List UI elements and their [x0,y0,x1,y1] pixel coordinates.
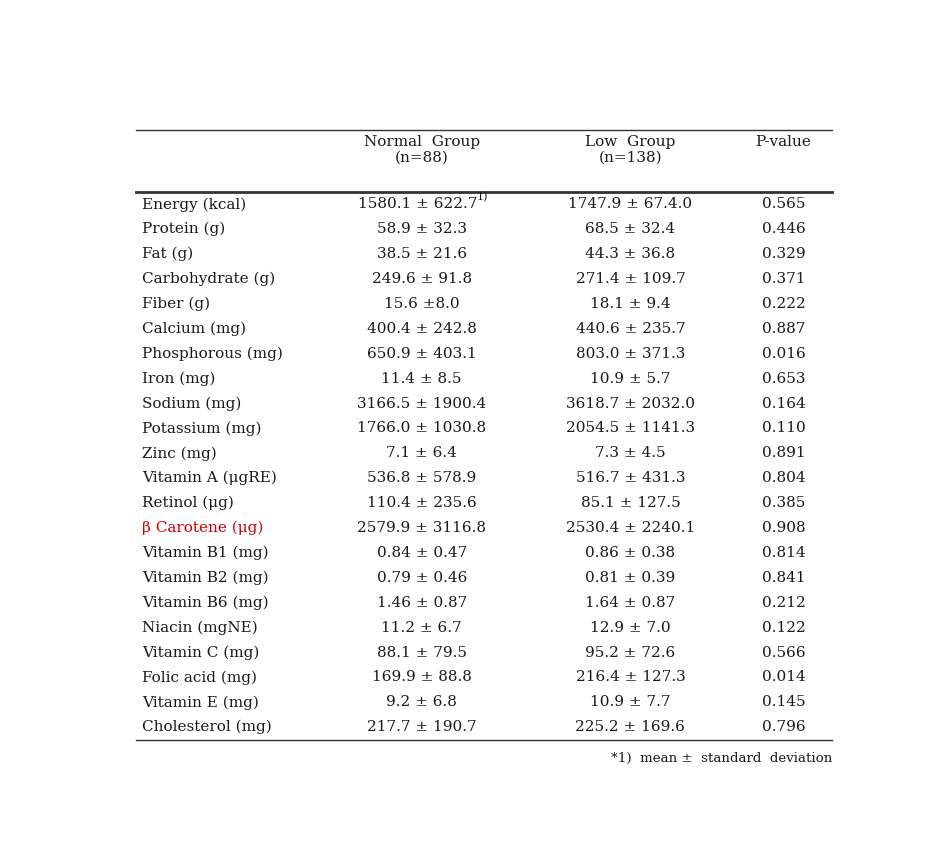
Text: 2054.5 ± 1141.3: 2054.5 ± 1141.3 [565,421,694,436]
Text: Vitamin C (mg): Vitamin C (mg) [143,645,260,660]
Text: 0.79 ± 0.46: 0.79 ± 0.46 [376,571,466,585]
Text: 2530.4 ± 2240.1: 2530.4 ± 2240.1 [565,521,694,535]
Text: 1766.0 ± 1030.8: 1766.0 ± 1030.8 [357,421,486,436]
Text: 1.46 ± 0.87: 1.46 ± 0.87 [376,596,466,610]
Text: Low  Group
(n=138): Low Group (n=138) [584,135,675,165]
Text: 7.1 ± 6.4: 7.1 ± 6.4 [386,446,457,460]
Text: *1)  mean ±  standard  deviation: *1) mean ± standard deviation [610,751,832,764]
Text: Retinol (μg): Retinol (μg) [143,496,234,511]
Text: 0.164: 0.164 [761,397,804,410]
Text: Cholesterol (mg): Cholesterol (mg) [143,720,272,734]
Text: 0.84 ± 0.47: 0.84 ± 0.47 [376,546,466,560]
Text: Protein (g): Protein (g) [143,222,226,237]
Text: 85.1 ± 127.5: 85.1 ± 127.5 [580,496,680,510]
Text: 0.385: 0.385 [761,496,804,510]
Text: 0.566: 0.566 [761,646,804,660]
Text: 11.2 ± 6.7: 11.2 ± 6.7 [381,620,462,635]
Text: Vitamin A (μgRE): Vitamin A (μgRE) [143,471,277,485]
Text: Vitamin E (mg): Vitamin E (mg) [143,695,259,710]
Text: Carbohydrate (g): Carbohydrate (g) [143,271,276,286]
Text: 0.653: 0.653 [761,372,804,386]
Text: 12.9 ± 7.0: 12.9 ± 7.0 [589,620,670,635]
Text: 400.4 ± 242.8: 400.4 ± 242.8 [366,322,476,336]
Text: 0.86 ± 0.38: 0.86 ± 0.38 [584,546,675,560]
Text: 0.212: 0.212 [761,596,804,610]
Text: Vitamin B2 (mg): Vitamin B2 (mg) [143,571,269,585]
Text: 0.329: 0.329 [761,247,804,261]
Text: 0.222: 0.222 [761,297,804,311]
Text: 1747.9 ± 67.4.0: 1747.9 ± 67.4.0 [567,197,692,211]
Text: Energy (kcal): Energy (kcal) [143,197,246,212]
Text: Potassium (mg): Potassium (mg) [143,421,261,436]
Text: 0.887: 0.887 [761,322,804,336]
Text: 0.122: 0.122 [761,620,804,635]
Text: 440.6 ± 235.7: 440.6 ± 235.7 [575,322,684,336]
Text: 88.1 ± 79.5: 88.1 ± 79.5 [377,646,466,660]
Text: 0.804: 0.804 [761,471,804,485]
Text: 110.4 ± 235.6: 110.4 ± 235.6 [366,496,476,510]
Text: 3618.7 ± 2032.0: 3618.7 ± 2032.0 [565,397,694,410]
Text: 1580.1 ± 622.7: 1580.1 ± 622.7 [358,197,478,211]
Text: β Carotene (μg): β Carotene (μg) [143,521,263,535]
Text: 536.8 ± 578.9: 536.8 ± 578.9 [366,471,476,485]
Text: 58.9 ± 32.3: 58.9 ± 32.3 [377,222,466,237]
Text: Phosphorous (mg): Phosphorous (mg) [143,346,283,361]
Text: 249.6 ± 91.8: 249.6 ± 91.8 [371,272,471,286]
Text: 0.891: 0.891 [761,446,804,460]
Text: 216.4 ± 127.3: 216.4 ± 127.3 [575,671,684,684]
Text: 0.145: 0.145 [761,695,804,710]
Text: 38.5 ± 21.6: 38.5 ± 21.6 [377,247,466,261]
Text: Niacin (mgNE): Niacin (mgNE) [143,620,258,635]
Text: 0.796: 0.796 [761,720,804,734]
Text: 0.81 ± 0.39: 0.81 ± 0.39 [584,571,675,585]
Text: 11.4 ± 8.5: 11.4 ± 8.5 [381,372,462,386]
Text: Fat (g): Fat (g) [143,247,194,261]
Text: 271.4 ± 109.7: 271.4 ± 109.7 [575,272,684,286]
Text: 9.2 ± 6.8: 9.2 ± 6.8 [386,695,457,710]
Text: 0.446: 0.446 [761,222,804,237]
Text: Normal  Group
(n=88): Normal Group (n=88) [363,135,480,165]
Text: 803.0 ± 371.3: 803.0 ± 371.3 [575,346,684,361]
Text: 0.014: 0.014 [761,671,804,684]
Text: 3166.5 ± 1900.4: 3166.5 ± 1900.4 [357,397,486,410]
Text: 0.565: 0.565 [761,197,804,211]
Text: Calcium (mg): Calcium (mg) [143,322,246,336]
Text: 95.2 ± 72.6: 95.2 ± 72.6 [584,646,675,660]
Text: 516.7 ± 431.3: 516.7 ± 431.3 [575,471,684,485]
Text: 10.9 ± 7.7: 10.9 ± 7.7 [590,695,670,710]
Text: 0.016: 0.016 [761,346,804,361]
Text: 15.6 ±8.0: 15.6 ±8.0 [383,297,459,311]
Text: Fiber (g): Fiber (g) [143,297,211,311]
Text: 7.3 ± 4.5: 7.3 ± 4.5 [595,446,665,460]
Text: 169.9 ± 88.8: 169.9 ± 88.8 [371,671,471,684]
Text: P-value: P-value [755,135,811,149]
Text: Zinc (mg): Zinc (mg) [143,446,217,460]
Text: 1.64 ± 0.87: 1.64 ± 0.87 [584,596,675,610]
Text: 225.2 ± 169.6: 225.2 ± 169.6 [575,720,684,734]
Text: Vitamin B1 (mg): Vitamin B1 (mg) [143,545,269,560]
Text: Sodium (mg): Sodium (mg) [143,397,242,411]
Text: 10.9 ± 5.7: 10.9 ± 5.7 [590,372,670,386]
Text: 2579.9 ± 3116.8: 2579.9 ± 3116.8 [357,521,485,535]
Text: 1): 1) [476,192,488,203]
Text: 18.1 ± 9.4: 18.1 ± 9.4 [589,297,670,311]
Text: 217.7 ± 190.7: 217.7 ± 190.7 [366,720,476,734]
Text: 0.371: 0.371 [761,272,804,286]
Text: 650.9 ± 403.1: 650.9 ± 403.1 [366,346,476,361]
Text: Vitamin B6 (mg): Vitamin B6 (mg) [143,596,269,610]
Text: 44.3 ± 36.8: 44.3 ± 36.8 [584,247,675,261]
Text: Iron (mg): Iron (mg) [143,371,215,386]
Text: 0.908: 0.908 [761,521,804,535]
Text: 0.110: 0.110 [761,421,804,436]
Text: 68.5 ± 32.4: 68.5 ± 32.4 [584,222,675,237]
Text: 0.814: 0.814 [761,546,804,560]
Text: 0.841: 0.841 [761,571,804,585]
Text: Folic acid (mg): Folic acid (mg) [143,671,257,685]
